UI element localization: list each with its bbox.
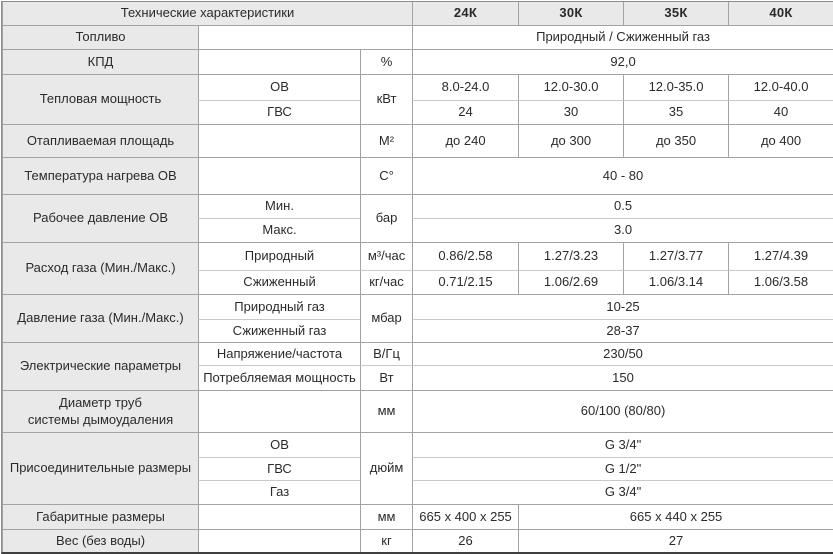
value-cell: 150 (412, 365, 833, 390)
spec-label: Рабочее давление ОВ (2, 194, 198, 242)
empty-cell (198, 529, 360, 552)
value-cell: Природный / Сжиженный газ (412, 25, 833, 49)
value-cell: 12.0-30.0 (518, 74, 624, 100)
spec-label: Вес (без воды) (2, 529, 198, 552)
unit-cell: В/Гц (360, 342, 413, 365)
unit-cell: С° (360, 157, 413, 194)
value-cell: G 3/4" (412, 432, 833, 457)
value-cell: 26 (412, 529, 519, 552)
value-cell: 665 x 440 x 255 (518, 504, 833, 529)
spec-label: Температура нагрева ОВ (2, 157, 198, 194)
value-cell: 230/50 (412, 342, 833, 365)
empty-cell (198, 390, 360, 432)
value-cell: 27 (518, 529, 833, 552)
model-header: 30К (518, 2, 624, 25)
value-cell: 1.06/3.14 (623, 270, 729, 294)
value-cell: до 350 (623, 124, 729, 157)
value-cell: 0.5 (412, 194, 833, 218)
unit-cell: % (360, 49, 413, 74)
value-cell: 1.27/3.23 (518, 242, 624, 270)
spec-sublabel: Сжиженный (198, 270, 360, 294)
value-cell: G 3/4" (412, 480, 833, 504)
value-cell: 1.27/3.77 (623, 242, 729, 270)
value-cell: 30 (518, 100, 624, 124)
spec-sublabel: ГВС (198, 100, 360, 124)
spec-label: Расход газа (Мин./Макс.) (2, 242, 198, 294)
value-cell: до 300 (518, 124, 624, 157)
unit-cell: бар (360, 194, 413, 242)
spec-sublabel: Макс. (198, 218, 360, 242)
spec-label: Присоединительные размеры (2, 432, 198, 504)
spec-sublabel: Напряжение/частота (198, 342, 360, 365)
spec-sublabel: Природный газ (198, 294, 360, 319)
unit-cell: м³/час (360, 242, 413, 270)
spec-sublabel: ОВ (198, 432, 360, 457)
table-title: Технические характеристики (2, 2, 413, 25)
value-cell: 12.0-35.0 (623, 74, 729, 100)
value-cell: 665 x 400 x 255 (412, 504, 519, 529)
value-cell: 35 (623, 100, 729, 124)
value-cell: 40 (728, 100, 833, 124)
value-cell: 0.71/2.15 (412, 270, 519, 294)
unit-cell: мм (360, 504, 413, 529)
value-cell: 3.0 (412, 218, 833, 242)
spec-sublabel: Мин. (198, 194, 360, 218)
empty-cell (198, 504, 360, 529)
value-cell: до 240 (412, 124, 519, 157)
model-header: 35К (623, 2, 729, 25)
value-cell: 40 - 80 (412, 157, 833, 194)
value-cell: 8.0-24.0 (412, 74, 519, 100)
value-cell: 24 (412, 100, 519, 124)
empty-cell (198, 25, 413, 49)
spec-sublabel: Газ (198, 480, 360, 504)
value-cell: 1.06/2.69 (518, 270, 624, 294)
unit-cell: Вт (360, 365, 413, 390)
spec-label: Давление газа (Мин./Макс.) (2, 294, 198, 342)
unit-cell: кг/час (360, 270, 413, 294)
empty-cell (198, 49, 360, 74)
value-cell: до 400 (728, 124, 833, 157)
spec-label: Габаритные размеры (2, 504, 198, 529)
value-cell: 1.27/4.39 (728, 242, 833, 270)
model-header: 40К (728, 2, 833, 25)
value-cell: 0.86/2.58 (412, 242, 519, 270)
model-header: 24К (412, 2, 519, 25)
value-cell: 1.06/3.58 (728, 270, 833, 294)
value-cell: G 1/2" (412, 457, 833, 480)
unit-cell: кВт (360, 74, 413, 124)
unit-cell: дюйм (360, 432, 413, 504)
spec-label: Отапливаемая площадь (2, 124, 198, 157)
spec-label: Топливо (2, 25, 198, 49)
spec-sublabel: Природный (198, 242, 360, 270)
empty-cell (198, 124, 360, 157)
spec-sublabel: Потребляемая мощность (198, 365, 360, 390)
value-cell: 60/100 (80/80) (412, 390, 833, 432)
spec-label: Тепловая мощность (2, 74, 198, 124)
spec-sublabel: ГВС (198, 457, 360, 480)
value-cell: 10-25 (412, 294, 833, 319)
value-cell: 28-37 (412, 319, 833, 342)
value-cell: 92,0 (412, 49, 833, 74)
spec-sublabel: ОВ (198, 74, 360, 100)
spec-label: Электрические параметры (2, 342, 198, 390)
value-cell: 12.0-40.0 (728, 74, 833, 100)
spec-sublabel: Сжиженный газ (198, 319, 360, 342)
unit-cell: мбар (360, 294, 413, 342)
unit-cell: мм (360, 390, 413, 432)
spec-label: КПД (2, 49, 198, 74)
unit-cell: М² (360, 124, 413, 157)
empty-cell (198, 157, 360, 194)
spec-label: Диаметр труб системы дымоудаления (2, 390, 198, 432)
unit-cell: кг (360, 529, 413, 552)
